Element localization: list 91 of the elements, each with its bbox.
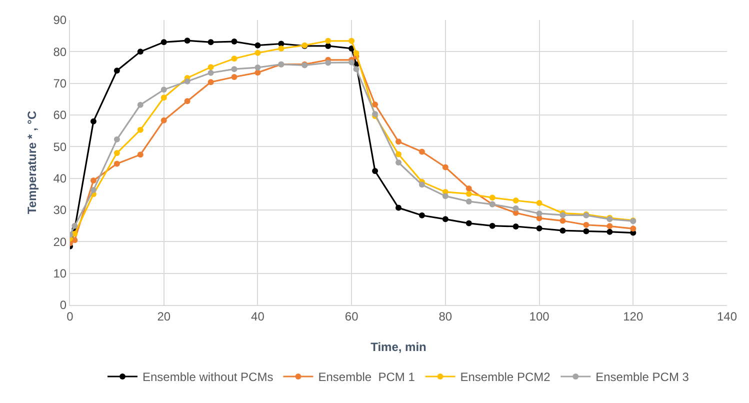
y-tick-label: 50	[53, 140, 67, 154]
legend-label: Ensemble PCM2	[460, 370, 551, 384]
x-tick-label: 140	[716, 309, 738, 324]
point	[353, 50, 360, 56]
point	[372, 168, 378, 174]
point	[442, 164, 448, 170]
point	[512, 198, 519, 204]
point	[231, 74, 238, 80]
point	[396, 160, 402, 166]
point	[160, 94, 167, 101]
point	[278, 46, 284, 52]
point	[325, 38, 332, 44]
point	[353, 66, 360, 72]
legend-label: Ensemble PCM 1	[318, 370, 416, 384]
point	[536, 200, 542, 206]
point	[348, 59, 355, 66]
point	[396, 204, 402, 211]
point	[325, 60, 332, 66]
point	[114, 150, 120, 156]
point	[208, 64, 214, 70]
point	[606, 223, 613, 230]
point	[442, 193, 448, 200]
point	[254, 64, 261, 70]
point	[512, 205, 519, 212]
point	[418, 212, 425, 218]
point	[560, 228, 566, 234]
point	[72, 222, 78, 229]
x-tick-label: 40	[251, 309, 265, 324]
point	[208, 39, 214, 46]
point	[583, 222, 590, 228]
x-tick-label: 60	[344, 309, 359, 324]
y-tick-label: 20	[53, 234, 67, 249]
point	[466, 220, 472, 226]
point	[583, 228, 590, 234]
point	[184, 78, 190, 84]
point	[630, 226, 636, 232]
y-tick-label: 70	[53, 76, 67, 91]
point	[418, 182, 425, 188]
point	[137, 152, 144, 158]
legend-label: Ensemble PCM 3	[596, 370, 690, 384]
y-tick-label: 0	[60, 298, 67, 312]
y-axis-title: Temperature * , °C	[25, 110, 39, 214]
y-tick-label: 90	[53, 13, 67, 28]
point	[372, 102, 378, 108]
point	[114, 160, 120, 167]
x-tick-label: 100	[529, 309, 550, 324]
point	[90, 118, 96, 124]
point	[396, 151, 402, 158]
point	[184, 98, 190, 104]
point	[90, 187, 96, 194]
y-tick-label: 40	[53, 172, 67, 186]
point	[160, 39, 167, 46]
y-tick-label: 30	[53, 203, 67, 218]
point	[348, 38, 355, 44]
point	[536, 210, 542, 216]
y-tick-label: 60	[53, 108, 67, 122]
point	[466, 198, 472, 204]
point	[184, 38, 190, 44]
point	[442, 216, 448, 222]
point	[254, 50, 261, 56]
point	[466, 190, 472, 197]
point	[231, 38, 238, 45]
x-tick-label: 20	[157, 309, 171, 324]
point	[137, 126, 144, 133]
y-tick-label: 80	[53, 44, 67, 59]
point	[489, 194, 496, 201]
point	[137, 102, 144, 108]
point	[160, 117, 167, 124]
y-tick-label: 10	[53, 266, 67, 281]
point	[231, 66, 238, 72]
point	[254, 42, 261, 48]
x-tick-label: 120	[623, 309, 644, 324]
point	[396, 138, 402, 145]
point	[560, 218, 566, 224]
point	[489, 222, 496, 229]
point	[114, 136, 120, 142]
point	[231, 56, 238, 62]
point	[208, 79, 214, 86]
point	[512, 223, 519, 230]
point	[606, 228, 613, 235]
point	[418, 148, 425, 155]
point	[160, 86, 167, 93]
x-tick-label: 80	[438, 309, 452, 324]
point	[536, 225, 542, 232]
point	[114, 68, 120, 74]
point	[90, 178, 96, 184]
legend-label: Ensemble without PCMs	[142, 370, 274, 384]
point	[208, 70, 214, 76]
point	[137, 48, 144, 55]
x-axis-title: Time, min	[370, 340, 426, 354]
point	[466, 185, 472, 192]
